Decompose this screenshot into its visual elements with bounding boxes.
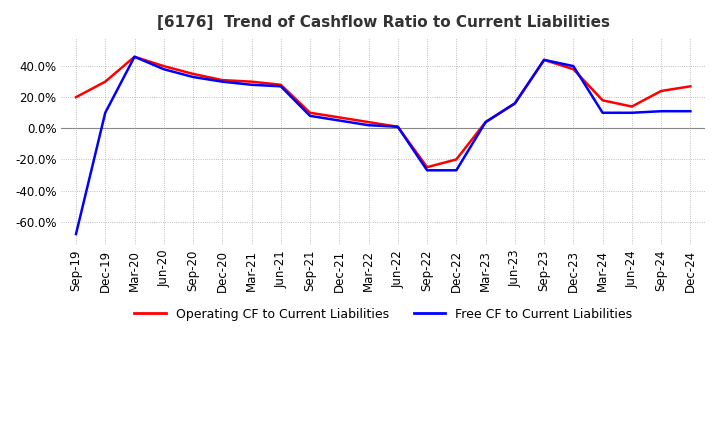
Free CF to Current Liabilities [510, 101, 519, 106]
Free CF to Current Liabilities [598, 110, 607, 115]
Free CF to Current Liabilities [540, 57, 549, 62]
Free CF to Current Liabilities [481, 119, 490, 125]
Operating CF to Current Liabilities [686, 84, 695, 89]
Operating CF to Current Liabilities [423, 165, 431, 170]
Line: Free CF to Current Liabilities: Free CF to Current Liabilities [76, 57, 690, 234]
Operating CF to Current Liabilities [569, 66, 577, 72]
Title: [6176]  Trend of Cashflow Ratio to Current Liabilities: [6176] Trend of Cashflow Ratio to Curren… [157, 15, 610, 30]
Free CF to Current Liabilities [569, 63, 577, 69]
Operating CF to Current Liabilities [189, 71, 197, 77]
Operating CF to Current Liabilities [481, 119, 490, 125]
Free CF to Current Liabilities [130, 54, 139, 59]
Free CF to Current Liabilities [159, 66, 168, 72]
Operating CF to Current Liabilities [101, 79, 109, 84]
Operating CF to Current Liabilities [510, 101, 519, 106]
Operating CF to Current Liabilities [72, 95, 81, 100]
Operating CF to Current Liabilities [598, 98, 607, 103]
Operating CF to Current Liabilities [218, 77, 227, 83]
Free CF to Current Liabilities [335, 118, 343, 123]
Operating CF to Current Liabilities [540, 57, 549, 62]
Operating CF to Current Liabilities [247, 79, 256, 84]
Operating CF to Current Liabilities [394, 124, 402, 129]
Operating CF to Current Liabilities [130, 54, 139, 59]
Free CF to Current Liabilities [364, 123, 373, 128]
Legend: Operating CF to Current Liabilities, Free CF to Current Liabilities: Operating CF to Current Liabilities, Fre… [130, 303, 637, 326]
Operating CF to Current Liabilities [276, 82, 285, 88]
Operating CF to Current Liabilities [657, 88, 665, 94]
Free CF to Current Liabilities [628, 110, 636, 115]
Operating CF to Current Liabilities [628, 104, 636, 109]
Line: Operating CF to Current Liabilities: Operating CF to Current Liabilities [76, 57, 690, 167]
Operating CF to Current Liabilities [364, 119, 373, 125]
Operating CF to Current Liabilities [306, 110, 315, 115]
Free CF to Current Liabilities [657, 109, 665, 114]
Free CF to Current Liabilities [101, 110, 109, 115]
Operating CF to Current Liabilities [159, 63, 168, 69]
Free CF to Current Liabilities [423, 168, 431, 173]
Free CF to Current Liabilities [394, 124, 402, 129]
Free CF to Current Liabilities [247, 82, 256, 88]
Operating CF to Current Liabilities [452, 157, 461, 162]
Free CF to Current Liabilities [218, 79, 227, 84]
Free CF to Current Liabilities [276, 84, 285, 89]
Free CF to Current Liabilities [189, 74, 197, 80]
Free CF to Current Liabilities [452, 168, 461, 173]
Free CF to Current Liabilities [72, 231, 81, 237]
Free CF to Current Liabilities [686, 109, 695, 114]
Free CF to Current Liabilities [306, 113, 315, 118]
Operating CF to Current Liabilities [335, 115, 343, 120]
